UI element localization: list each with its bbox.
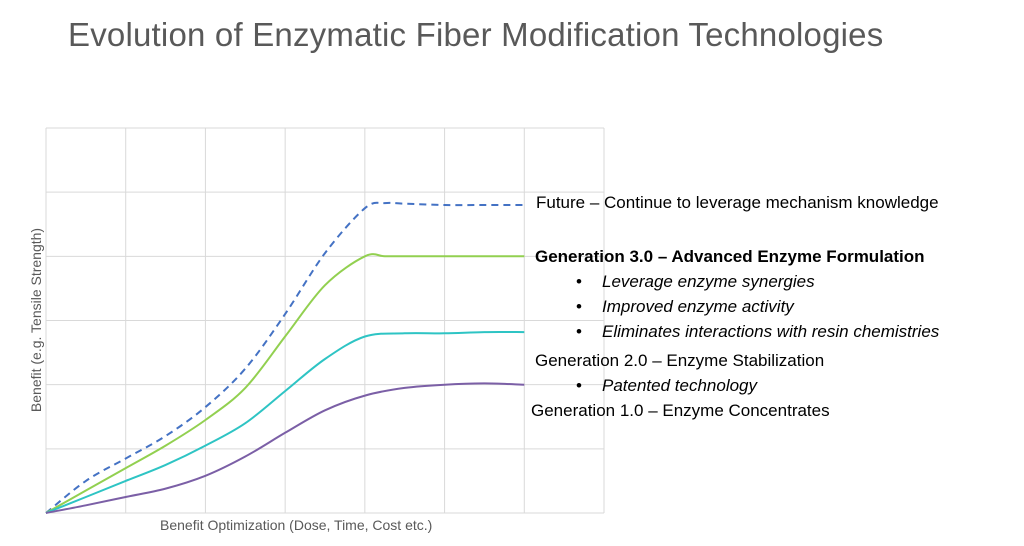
gen2-bullet: • Patented technology — [576, 376, 758, 395]
series-line-1 — [45, 253, 525, 514]
x-axis-label: Benefit Optimization (Dose, Time, Cost e… — [160, 517, 433, 533]
annotation-gen1: Generation 1.0 – Enzyme Concentrates — [531, 401, 830, 420]
annotation-gen3: Generation 3.0 – Advanced Enzyme Formula… — [535, 247, 925, 266]
series-line-3 — [45, 382, 525, 514]
gen3-bullet-text: Improved enzyme activity — [602, 297, 794, 316]
gen3-bullet-text: Eliminates interactions with resin chemi… — [602, 322, 940, 341]
annotation-future: Future – Continue to leverage mechanism … — [536, 193, 939, 212]
annotation-gen2: Generation 2.0 – Enzyme Stabilization — [535, 351, 825, 370]
gen2-bullet-text: Patented technology — [602, 376, 758, 395]
gen3-bullet: • Leverage enzyme synergies — [576, 272, 815, 291]
gen3-bullet: • Eliminates interactions with resin chem… — [576, 322, 940, 341]
series-lines — [45, 201, 525, 514]
y-axis-label: Benefit (e.g. Tensile Strength) — [28, 227, 44, 413]
gen3-bullet-text: Leverage enzyme synergies — [602, 272, 815, 291]
series-line-2 — [45, 330, 525, 514]
series-line-0 — [45, 201, 525, 514]
gen3-bullet: • Improved enzyme activity — [576, 297, 794, 316]
chart-title: Evolution of Enzymatic Fiber Modificatio… — [68, 16, 884, 53]
